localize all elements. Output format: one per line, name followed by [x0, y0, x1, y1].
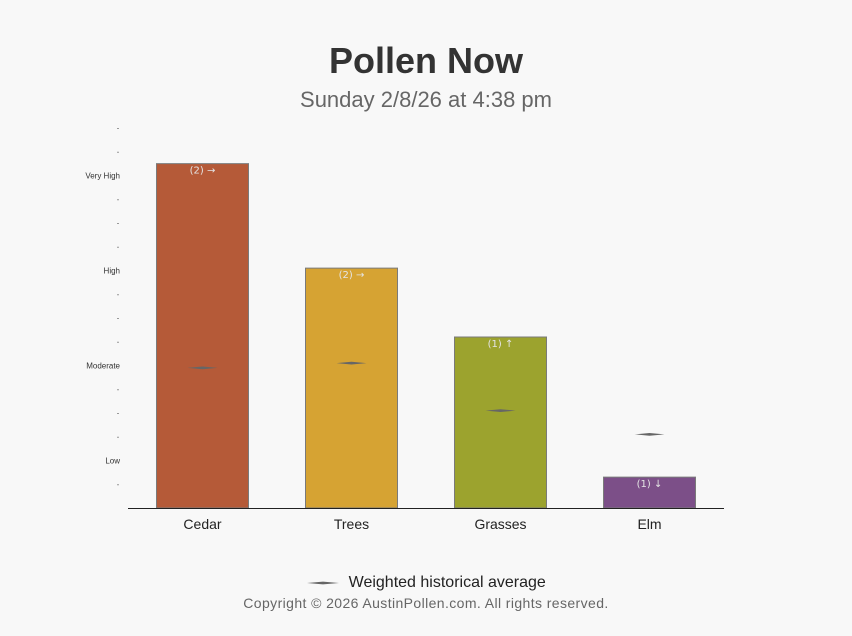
historical-average-marker: [634, 432, 665, 436]
historical-average-marker: [485, 409, 516, 413]
y-level-label: Very High: [85, 172, 120, 181]
y-level-label: Low: [105, 457, 120, 466]
legend-label: Weighted historical average: [348, 574, 546, 591]
bar-annotation: (1) ↑: [488, 339, 514, 350]
bar-grasses: [454, 336, 547, 509]
historical-average-marker: [187, 366, 218, 370]
bar-annotation: (2) →: [190, 166, 216, 177]
x-tick-label: Cedar: [183, 516, 221, 532]
chart-subtitle: Sunday 2/8/26 at 4:38 pm: [300, 87, 552, 112]
x-tick-label: Trees: [334, 516, 369, 532]
chart-title: Pollen Now: [328, 40, 523, 81]
historical-average-legend-icon: [307, 581, 340, 585]
y-level-label: High: [104, 267, 120, 276]
x-tick-label: Grasses: [474, 516, 526, 532]
x-tick-label: Elm: [637, 516, 661, 532]
bar-annotation: (2) →: [339, 270, 365, 281]
copyright-notice: Copyright © 2026 AustinPollen.com. All r…: [243, 595, 609, 611]
bar-cedar: [156, 163, 249, 509]
legend: Weighted historical average: [0, 574, 852, 592]
bar-trees: [305, 267, 398, 509]
historical-average-marker: [336, 361, 367, 365]
y-level-label: Moderate: [86, 362, 120, 371]
bar-elm: [603, 476, 696, 509]
bar-annotation: (1) ↓: [637, 479, 663, 490]
pollen-bar-chart: Low Moderate High Very High (2) → Cedar (2) → T…: [85, 128, 724, 532]
